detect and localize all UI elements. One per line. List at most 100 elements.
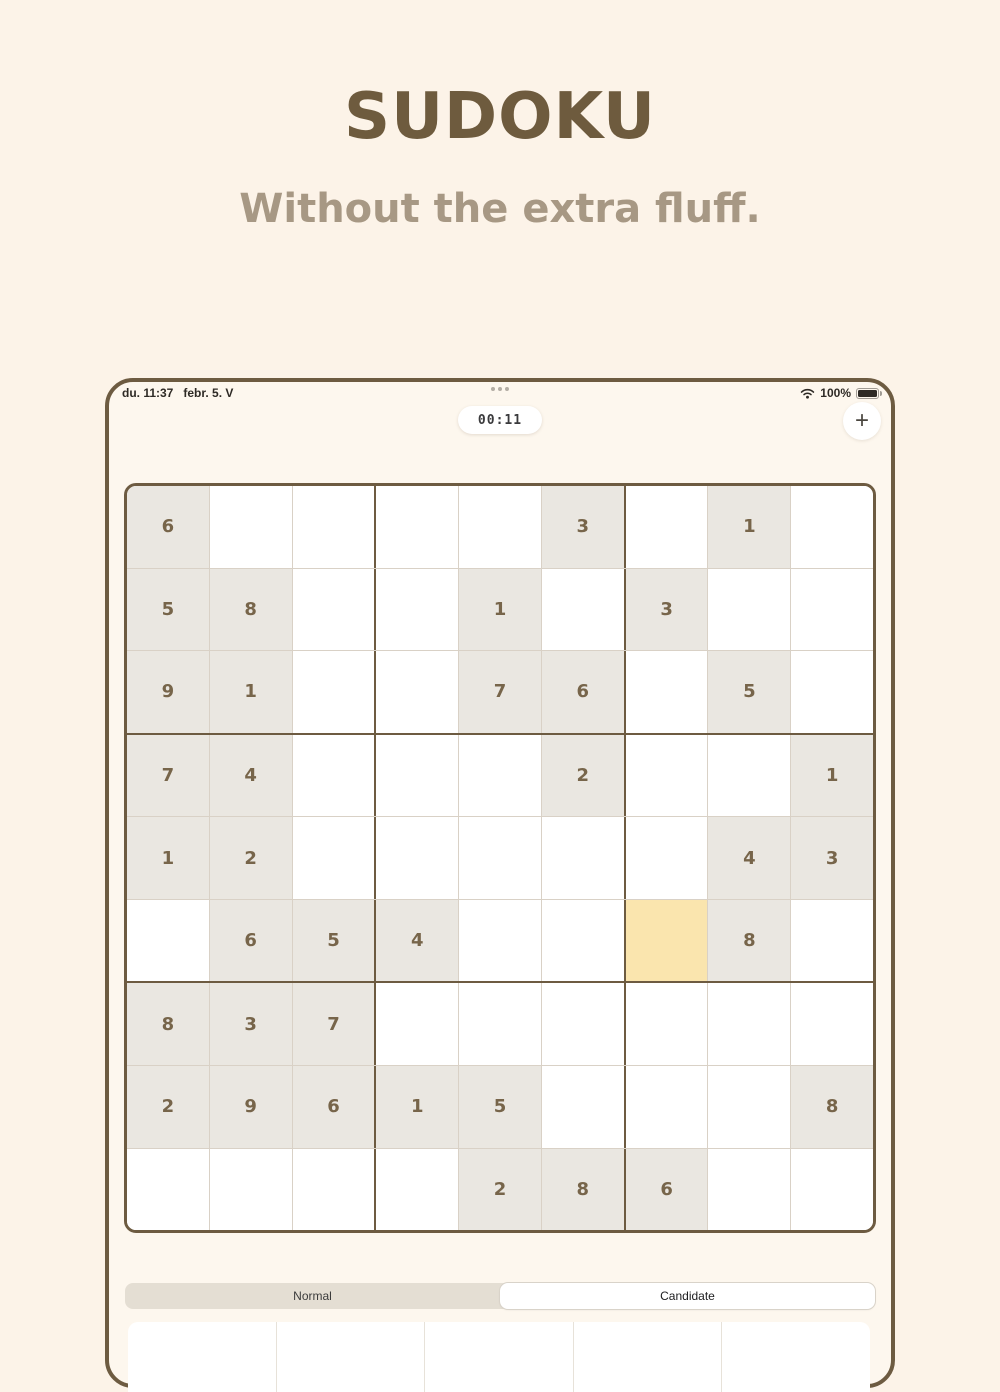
grid-cell-r7c5[interactable] [458,983,541,1065]
grid-cell-r1c9[interactable] [790,486,873,568]
grid-cell-r2c6[interactable] [540,568,624,651]
numpad-key-1[interactable] [128,1322,276,1392]
grid-cell-r2c3[interactable] [291,568,375,651]
segment-candidate[interactable]: Candidate [500,1283,875,1309]
grid-cell-r9c5[interactable]: 2 [458,1148,541,1230]
grid-cell-r5c9[interactable]: 3 [790,817,873,899]
grid-cell-r6c3[interactable]: 5 [291,899,375,982]
grid-cell-r1c5[interactable] [458,486,541,568]
grid-cell-r6c7[interactable] [623,899,708,982]
grid-cell-r9c1[interactable] [127,1148,209,1230]
grid-cell-r6c6[interactable] [540,899,624,982]
grid-cell-r9c4[interactable] [374,1148,459,1230]
grid-cell-r5c7[interactable] [623,817,708,899]
grid-cell-r3c1[interactable]: 9 [127,651,209,733]
grid-cell-r8c3[interactable]: 6 [291,1065,375,1148]
grid-cell-r2c7[interactable]: 3 [623,568,708,651]
grid-cell-r1c1[interactable]: 6 [127,486,209,568]
grid-cell-r8c4[interactable]: 1 [374,1065,459,1148]
grid-cell-r3c4[interactable] [374,651,459,733]
grid-cell-r3c2[interactable]: 1 [208,651,292,733]
numpad-key-3[interactable] [424,1322,573,1392]
grid-cell-r9c2[interactable] [208,1148,292,1230]
grid-cell-r6c2[interactable]: 6 [208,899,292,982]
numpad-key-4[interactable] [572,1322,722,1392]
grid-cell-r6c9[interactable] [790,899,873,982]
grid-cell-r1c2[interactable] [208,486,292,568]
grid-cell-r5c8[interactable]: 4 [707,817,791,899]
grid-cell-r7c7[interactable] [623,983,708,1065]
grid-cell-r3c9[interactable] [790,651,873,733]
grid-cell-r6c8[interactable]: 8 [707,899,791,982]
grid-cell-r4c7[interactable] [623,734,708,817]
grid-cell-r5c1[interactable]: 1 [127,817,209,899]
add-button[interactable]: + [843,402,881,440]
grid-cell-r9c3[interactable] [291,1148,375,1230]
grid-cell-r5c6[interactable] [540,817,624,899]
grid-cell-r4c5[interactable] [458,734,541,817]
grid-cell-r4c3[interactable] [291,734,375,817]
grid-cell-r6c5[interactable] [458,899,541,982]
grid-cell-r1c7[interactable] [623,486,708,568]
grid-cell-r8c1[interactable]: 2 [127,1065,209,1148]
grid-cell-r4c9[interactable]: 1 [790,734,873,817]
status-time: du. 11:37 [122,386,174,400]
grid-cell-r2c5[interactable]: 1 [458,568,541,651]
grid-cell-r8c7[interactable] [623,1065,708,1148]
grid-cell-r9c6[interactable]: 8 [540,1148,624,1230]
grid-cell-r3c5[interactable]: 7 [458,651,541,733]
grid-cell-r1c6[interactable]: 3 [540,486,624,568]
status-left: du. 11:37 febr. 5. V [122,386,233,400]
grid-cell-r1c8[interactable]: 1 [707,486,791,568]
grid-cell-r9c7[interactable]: 6 [623,1148,708,1230]
grid-cell-r8c9[interactable]: 8 [790,1065,873,1148]
grid-cell-r9c9[interactable] [790,1148,873,1230]
grid-cell-r5c4[interactable] [374,817,459,899]
grid-cell-r5c5[interactable] [458,817,541,899]
numpad-key-5[interactable] [721,1322,870,1392]
grid-cell-r2c8[interactable] [707,568,791,651]
grid-cell-r2c9[interactable] [790,568,873,651]
grid-cell-r3c7[interactable] [623,651,708,733]
grid-cell-r2c2[interactable]: 8 [208,568,292,651]
grid-cell-r2c1[interactable]: 5 [127,568,209,651]
grid-cell-r4c1[interactable]: 7 [127,734,209,817]
grid-cell-r1c4[interactable] [374,486,459,568]
grid-cell-r7c8[interactable] [707,983,791,1065]
grid-cell-r5c3[interactable] [291,817,375,899]
grid-cell-r7c3[interactable]: 7 [291,983,375,1065]
numpad-key-2[interactable] [275,1322,425,1392]
grid-cell-r5c2[interactable]: 2 [208,817,292,899]
grid-cell-r4c8[interactable] [707,734,791,817]
grid-cell-r3c6[interactable]: 6 [540,651,624,733]
grid-cell-r1c3[interactable] [291,486,375,568]
grid-cell-r9c8[interactable] [707,1148,791,1230]
status-ellipsis-icon [491,387,509,391]
grid-cell-r4c6[interactable]: 2 [540,734,624,817]
grid-cell-r2c4[interactable] [374,568,459,651]
grid-cell-r7c4[interactable] [374,983,459,1065]
grid-cell-r6c1[interactable] [127,899,209,982]
segment-normal[interactable]: Normal [293,1289,332,1303]
grid-cell-r8c6[interactable] [540,1065,624,1148]
grid-cell-r7c9[interactable] [790,983,873,1065]
grid-cell-r6c4[interactable]: 4 [374,899,459,982]
timer-pill[interactable]: 00:11 [458,406,542,434]
grid-cell-r8c2[interactable]: 9 [208,1065,292,1148]
page-subtitle: Without the extra fluff. [239,186,761,232]
grid-cell-r7c1[interactable]: 8 [127,983,209,1065]
grid-cell-r8c5[interactable]: 5 [458,1065,541,1148]
grid-cell-r7c2[interactable]: 3 [208,983,292,1065]
grid-cell-r3c8[interactable]: 5 [707,651,791,733]
grid-cell-r8c8[interactable] [707,1065,791,1148]
grid-cell-r4c2[interactable]: 4 [208,734,292,817]
grid-cell-r3c3[interactable] [291,651,375,733]
battery-icon [856,387,882,399]
grid-cell-r4c4[interactable] [374,734,459,817]
grid-cell-r7c6[interactable] [540,983,624,1065]
